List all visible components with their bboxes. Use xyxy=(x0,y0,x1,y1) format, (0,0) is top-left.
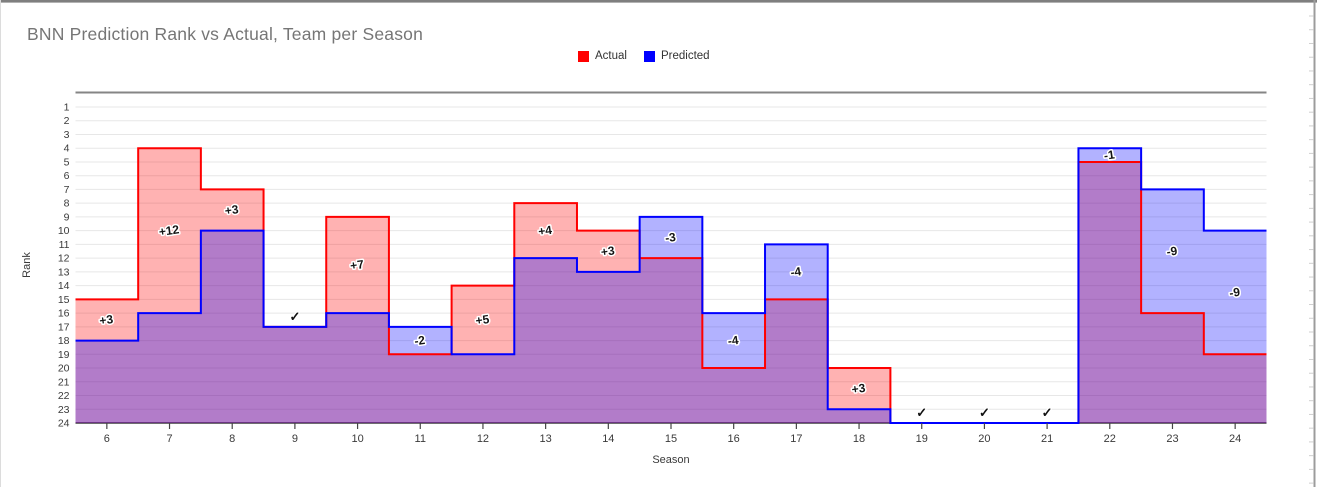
svg-text:15: 15 xyxy=(665,433,677,445)
svg-text:1: 1 xyxy=(64,102,70,114)
annotation-match: ✓ xyxy=(979,405,990,420)
svg-text:10: 10 xyxy=(351,433,363,445)
annotation-diff: +3 xyxy=(600,243,616,259)
svg-text:14: 14 xyxy=(58,280,70,292)
svg-text:12: 12 xyxy=(477,433,489,445)
legend-swatch-predicted xyxy=(643,50,655,62)
series-fill-predicted xyxy=(75,148,1267,423)
svg-text:7: 7 xyxy=(64,184,70,196)
svg-text:2: 2 xyxy=(64,115,70,127)
svg-text:20: 20 xyxy=(58,363,70,375)
svg-text:23: 23 xyxy=(58,404,70,416)
svg-text:23: 23 xyxy=(1166,433,1178,445)
svg-text:17: 17 xyxy=(790,433,802,445)
annotation-diff: -4 xyxy=(790,264,803,279)
svg-text:14: 14 xyxy=(602,433,614,445)
svg-text:22: 22 xyxy=(58,390,70,402)
legend-label-actual: Actual xyxy=(595,50,627,62)
annotation-diff: +4 xyxy=(537,223,553,239)
svg-text:12: 12 xyxy=(58,253,70,265)
svg-text:16: 16 xyxy=(728,433,740,445)
annotation-diff: -9 xyxy=(1166,244,1179,259)
svg-text:20: 20 xyxy=(978,433,990,445)
x-axis-title: Season xyxy=(652,454,689,466)
svg-text:11: 11 xyxy=(59,239,70,251)
svg-text:8: 8 xyxy=(64,198,70,210)
legend: Actual Predicted xyxy=(578,50,710,62)
chart-title: BNN Prediction Rank vs Actual, Team per … xyxy=(27,24,424,44)
svg-text:17: 17 xyxy=(58,321,70,333)
annotation-diff: -3 xyxy=(664,230,677,245)
svg-text:24: 24 xyxy=(1229,433,1241,445)
svg-text:19: 19 xyxy=(58,349,70,361)
annotation-diff: +3 xyxy=(224,202,240,218)
annotation-match: ✓ xyxy=(916,405,927,420)
svg-text:5: 5 xyxy=(64,156,70,168)
svg-text:10: 10 xyxy=(58,225,70,237)
svg-text:9: 9 xyxy=(64,211,70,223)
svg-text:21: 21 xyxy=(58,376,70,388)
svg-text:6: 6 xyxy=(104,433,110,445)
y-axis-title: Rank xyxy=(21,252,33,278)
legend-swatch-actual xyxy=(578,50,589,62)
legend-label-predicted: Predicted xyxy=(660,50,710,62)
series-line-predicted xyxy=(75,147,1267,424)
svg-text:3: 3 xyxy=(64,129,70,141)
svg-text:7: 7 xyxy=(166,433,172,445)
svg-text:13: 13 xyxy=(58,266,70,278)
svg-text:16: 16 xyxy=(58,308,70,320)
annotation-match: ✓ xyxy=(289,309,300,324)
annotation-diff: -4 xyxy=(727,333,740,348)
svg-text:18: 18 xyxy=(58,335,70,347)
annotation-diff: -9 xyxy=(1228,285,1241,300)
svg-text:4: 4 xyxy=(64,143,70,155)
legend-item-predicted[interactable]: Predicted xyxy=(643,50,710,62)
svg-text:15: 15 xyxy=(58,294,70,306)
annotation-diff: +12 xyxy=(158,222,180,239)
svg-text:21: 21 xyxy=(1041,433,1053,445)
annotation-diff: +7 xyxy=(349,257,365,273)
annotation-diff: +3 xyxy=(851,381,867,397)
svg-text:11: 11 xyxy=(415,433,426,445)
svg-text:13: 13 xyxy=(540,433,552,445)
svg-text:8: 8 xyxy=(229,433,235,445)
annotation-diff: -1 xyxy=(1103,147,1116,162)
annotation-match: ✓ xyxy=(1042,405,1053,420)
annotation-diff: -2 xyxy=(413,333,426,348)
annotation-diff: +3 xyxy=(99,312,115,328)
legend-item-actual[interactable]: Actual xyxy=(578,50,627,62)
svg-text:22: 22 xyxy=(1104,433,1116,445)
svg-text:24: 24 xyxy=(58,417,70,429)
svg-text:6: 6 xyxy=(64,170,70,182)
svg-text:18: 18 xyxy=(853,433,865,445)
annotation-diff: +5 xyxy=(475,312,491,328)
svg-text:9: 9 xyxy=(292,433,298,445)
svg-text:19: 19 xyxy=(916,433,928,445)
